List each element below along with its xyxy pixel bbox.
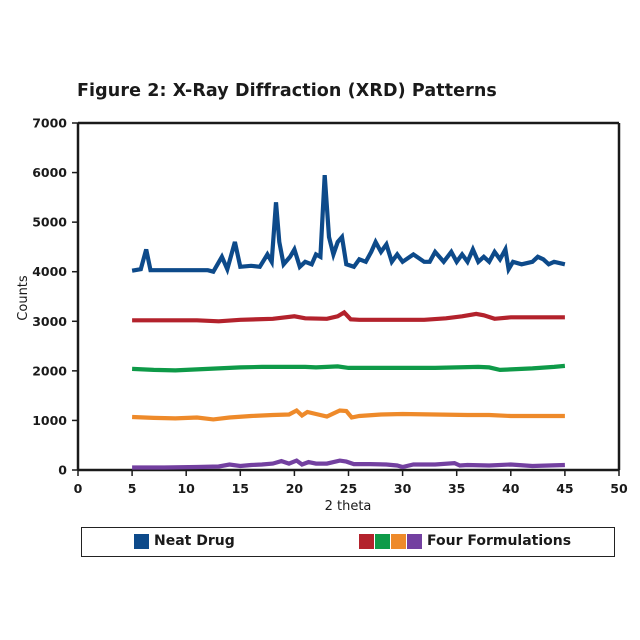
series-line-neat-drug	[131, 174, 566, 276]
legend-label: Neat Drug	[154, 533, 235, 549]
legend-item-neat-drug: Neat Drug	[134, 533, 235, 549]
x-tick-label: 30	[394, 481, 412, 496]
y-tick-label: 2000	[32, 363, 67, 378]
x-tick-label: 5	[128, 481, 137, 496]
x-tick-label: 20	[286, 481, 304, 496]
legend-label: Four Formulations	[427, 533, 572, 549]
y-tick-label: 3000	[32, 314, 67, 329]
x-tick-label: 40	[502, 481, 520, 496]
y-tick-label: 6000	[32, 165, 67, 180]
y-tick-label: 1000	[32, 413, 67, 428]
y-tick-label: 5000	[32, 215, 67, 230]
x-tick-label: 15	[232, 481, 249, 496]
series-line-formulation-2	[132, 363, 566, 373]
legend-swatch	[134, 533, 149, 549]
y-tick-label: 7000	[32, 116, 67, 131]
legend-swatch	[359, 533, 374, 549]
axes: 0 1000 2000 3000 4000 5000 6000 7000 0 5 10 15 20 25 3…	[32, 116, 628, 497]
legend: Neat Drug Four Formulations	[81, 527, 615, 557]
legend-swatches	[359, 533, 423, 549]
series-line-formulation-4	[132, 458, 565, 470]
x-tick-label: 25	[340, 481, 357, 496]
y-tick-label: 4000	[32, 264, 67, 279]
x-tick-label: 45	[556, 481, 573, 496]
x-axis-title: 2 theta	[325, 499, 372, 514]
series-line-formulation-3	[132, 407, 565, 422]
x-tick-label: 50	[610, 481, 628, 496]
legend-swatch	[391, 533, 406, 549]
legend-swatch	[375, 533, 390, 549]
y-tick-label: 0	[58, 463, 67, 478]
chart-title: Figure 2: X-Ray Diffraction (XRD) Patter…	[77, 81, 497, 101]
x-tick-label: 10	[177, 481, 195, 496]
legend-swatches	[134, 533, 150, 549]
series-line-formulation-1	[132, 309, 565, 324]
legend-swatch	[407, 533, 422, 549]
x-tick-label: 0	[74, 481, 83, 496]
legend-item-four-formulations: Four Formulations	[359, 533, 571, 549]
plot-area	[131, 174, 566, 470]
y-axis-title: Counts	[16, 275, 31, 321]
x-tick-label: 35	[448, 481, 465, 496]
